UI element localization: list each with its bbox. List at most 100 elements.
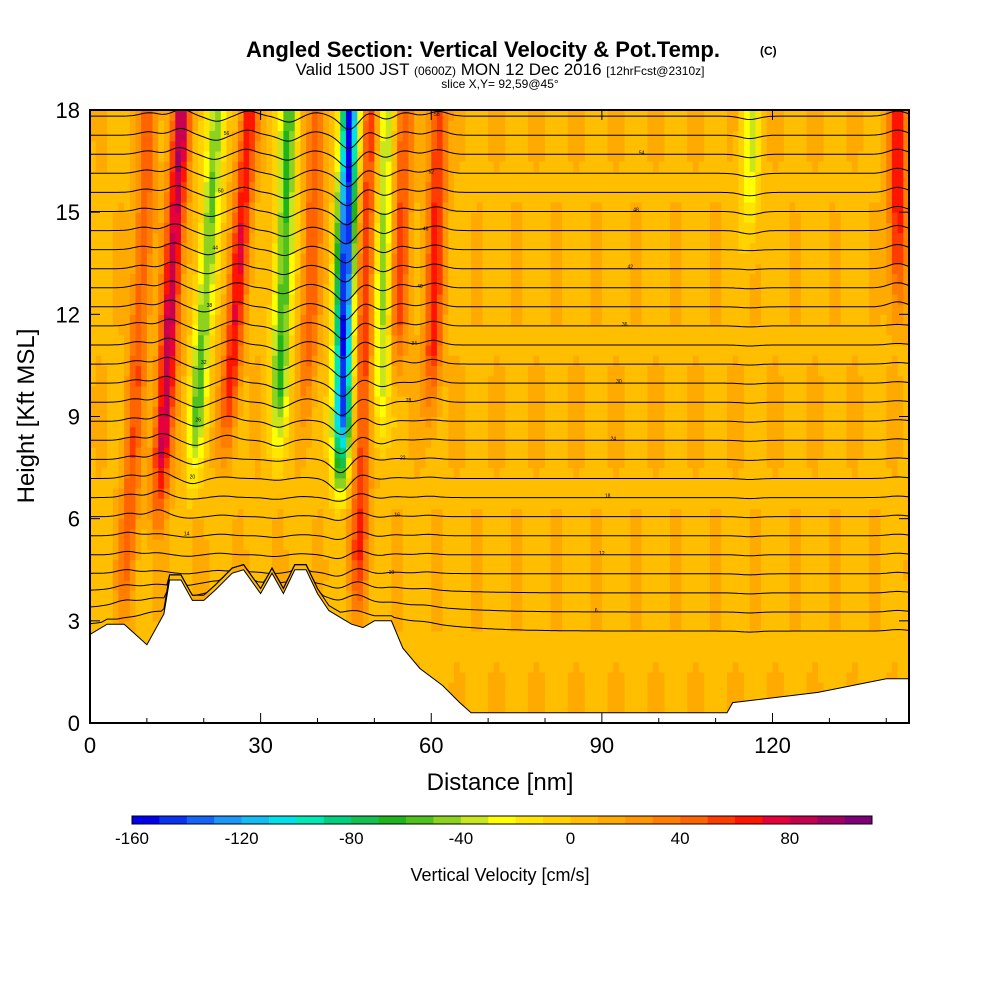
velocity-cell — [545, 150, 552, 162]
velocity-cell — [323, 590, 330, 601]
velocity-cell — [198, 436, 205, 448]
velocity-cell — [203, 539, 211, 550]
velocity-cell — [163, 304, 171, 315]
velocity-cell — [368, 365, 375, 377]
velocity-cell — [539, 569, 546, 581]
velocity-cell — [175, 365, 182, 377]
velocity-cell — [192, 528, 199, 540]
velocity-cell — [118, 569, 125, 581]
velocity-cell — [243, 130, 250, 142]
velocity-cell — [141, 130, 148, 142]
velocity-cell — [254, 212, 262, 223]
velocity-cell — [129, 457, 137, 469]
velocity-cell — [391, 355, 398, 367]
velocity-cell — [209, 263, 216, 275]
velocity-cell — [488, 498, 495, 510]
velocity-cell — [357, 396, 364, 407]
velocity-cell — [300, 436, 307, 448]
velocity-cell — [499, 191, 506, 203]
velocity-cell — [351, 161, 358, 172]
velocity-cell — [510, 406, 518, 418]
velocity-cell — [232, 201, 239, 213]
velocity-cell — [294, 355, 302, 367]
velocity-cell — [431, 518, 438, 530]
velocity-cell — [493, 651, 501, 663]
velocity-cell — [391, 222, 398, 234]
velocity-cell — [101, 416, 108, 428]
velocity-cell — [192, 120, 199, 132]
velocity-cell — [249, 283, 256, 295]
velocity-cell — [562, 631, 569, 642]
velocity-cell — [385, 569, 393, 581]
velocity-cell — [471, 651, 478, 663]
velocity-cell — [448, 171, 455, 183]
velocity-cell — [311, 232, 319, 244]
velocity-cell — [499, 334, 506, 346]
velocity-cell — [351, 263, 358, 275]
velocity-cell — [158, 181, 165, 193]
velocity-cell — [493, 671, 501, 683]
velocity-cell — [158, 355, 165, 367]
velocity-cell — [237, 201, 245, 213]
velocity-cell — [323, 161, 330, 172]
velocity-cell — [431, 661, 438, 673]
velocity-cell — [289, 293, 296, 305]
velocity-cell — [237, 528, 245, 540]
velocity-cell — [118, 518, 125, 530]
velocity-cell — [260, 365, 267, 377]
velocity-cell — [135, 590, 142, 601]
velocity-cell — [152, 161, 159, 172]
velocity-cell — [101, 253, 108, 264]
velocity-cell — [442, 641, 449, 653]
velocity-cell — [391, 375, 398, 387]
velocity-cell — [482, 355, 489, 367]
velocity-cell — [459, 610, 466, 622]
velocity-cell — [425, 539, 432, 550]
velocity-cell — [215, 365, 222, 377]
velocity-cell — [391, 610, 398, 622]
velocity-cell — [294, 344, 302, 356]
velocity-cell — [277, 293, 284, 305]
velocity-cell — [323, 488, 330, 499]
velocity-cell — [539, 416, 546, 428]
velocity-cell — [345, 477, 353, 489]
velocity-cell — [220, 273, 228, 285]
velocity-cell — [522, 191, 529, 203]
velocity-cell — [499, 110, 506, 121]
velocity-cell — [374, 457, 381, 469]
velocity-cell — [556, 702, 563, 714]
velocity-cell — [266, 253, 273, 264]
velocity-cell — [135, 130, 142, 142]
velocity-cell — [408, 232, 415, 244]
velocity-cell — [476, 130, 484, 142]
velocity-cell — [436, 641, 444, 653]
velocity-cell — [545, 283, 552, 295]
velocity-cell — [442, 304, 449, 315]
velocity-cell — [391, 273, 398, 285]
velocity-cell — [550, 232, 557, 244]
velocity-cell — [209, 140, 216, 152]
velocity-cell — [158, 273, 165, 285]
velocity-cell — [334, 344, 341, 356]
velocity-cell — [129, 273, 137, 285]
velocity-cell — [471, 631, 478, 642]
velocity-cell — [351, 314, 358, 326]
velocity-cell — [527, 559, 535, 571]
velocity-cell — [345, 488, 353, 499]
velocity-cell — [499, 447, 506, 458]
velocity-cell — [340, 222, 347, 234]
velocity-cell — [510, 304, 518, 315]
velocity-cell — [226, 120, 233, 132]
velocity-cell — [516, 140, 523, 152]
velocity-cell — [402, 242, 410, 254]
velocity-cell — [175, 436, 182, 448]
velocity-cell — [516, 212, 523, 223]
velocity-cell — [169, 293, 176, 305]
velocity-cell — [107, 253, 114, 264]
velocity-cell — [226, 232, 233, 244]
velocity-cell — [351, 498, 358, 510]
velocity-cell — [186, 120, 193, 132]
velocity-cell — [522, 334, 529, 346]
velocity-cell — [232, 539, 239, 550]
velocity-cell — [459, 110, 466, 121]
